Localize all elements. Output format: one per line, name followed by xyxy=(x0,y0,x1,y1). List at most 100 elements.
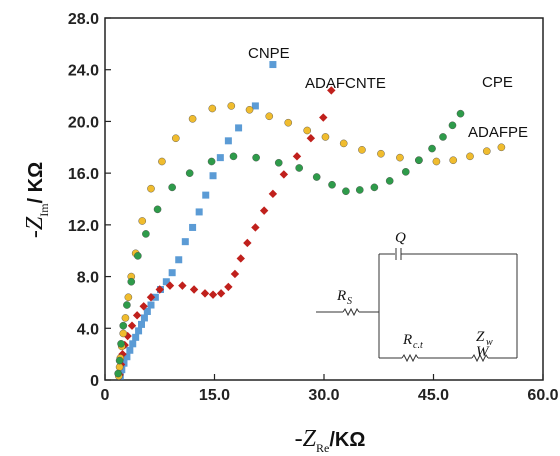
data-point-adafpe xyxy=(134,252,142,260)
data-point-adafpe xyxy=(127,277,136,286)
data-point-adafpe xyxy=(123,301,131,309)
data-point-adafcnte xyxy=(155,285,164,294)
circuit-label-zw: Z xyxy=(476,329,485,345)
data-point-cnpe xyxy=(251,102,259,110)
data-point-adafpe xyxy=(117,339,125,348)
data-point-cnpe xyxy=(129,340,137,348)
data-point-cpe xyxy=(188,115,197,123)
x-tick-label: 45.0 xyxy=(418,387,449,404)
data-point-adafcnte xyxy=(189,285,199,294)
rs-resistor xyxy=(342,307,360,317)
y-tick-label: 12.0 xyxy=(68,218,99,235)
data-point-cpe xyxy=(339,139,348,148)
data-point-adafpe xyxy=(229,152,238,161)
data-point-adafpe xyxy=(142,230,150,238)
data-point-adafpe xyxy=(114,369,122,378)
series-adafpe xyxy=(114,109,465,378)
data-point-cpe xyxy=(172,134,180,143)
data-point-cnpe xyxy=(120,359,128,367)
data-point-adafpe xyxy=(119,321,128,330)
y-axis-label-sub: Im xyxy=(37,203,51,217)
data-point-adafpe xyxy=(456,109,465,118)
data-point-adafpe xyxy=(328,180,336,189)
data-point-adafpe xyxy=(207,157,216,166)
data-point-adafcnte xyxy=(132,311,142,320)
data-point-cnpe xyxy=(189,223,197,231)
data-point-cpe xyxy=(124,293,133,302)
data-point-adafpe xyxy=(428,144,436,153)
data-point-cnpe xyxy=(140,314,148,322)
data-point-adafcnte xyxy=(200,289,210,298)
data-point-adafcnte xyxy=(319,113,328,122)
data-point-adafpe xyxy=(185,169,194,177)
data-point-cpe xyxy=(147,184,155,193)
data-point-cpe xyxy=(396,153,404,162)
circuit-label-w: W xyxy=(476,344,490,360)
data-point-cnpe xyxy=(202,191,210,199)
data-point-cpe xyxy=(138,217,147,225)
data-point-cpe xyxy=(227,102,236,110)
data-point-adafpe xyxy=(385,177,394,185)
x-tick-label: 60.0 xyxy=(527,387,558,404)
data-point-cpe xyxy=(482,147,491,155)
data-point-adafcnte xyxy=(224,282,233,292)
data-point-cpe xyxy=(303,126,312,135)
data-point-cnpe xyxy=(135,327,143,335)
data-point-adafpe xyxy=(342,187,350,196)
plot-frame xyxy=(104,17,544,381)
y-tick-label: 16.0 xyxy=(68,166,99,183)
data-point-cpe xyxy=(158,157,166,166)
x-tick-label: 15.0 xyxy=(199,387,230,404)
data-point-cnpe xyxy=(132,333,140,341)
data-point-cpe xyxy=(449,156,458,165)
y-tick-label: 28.0 xyxy=(68,11,99,28)
data-point-adafpe xyxy=(401,168,410,176)
data-point-adafpe xyxy=(448,121,457,130)
data-point-adafpe xyxy=(439,133,447,141)
circuit-label-q: Q xyxy=(395,230,406,246)
data-point-adafpe xyxy=(168,183,176,192)
data-point-cnpe xyxy=(123,353,131,361)
circuit-label-zw-sub: w xyxy=(486,337,493,348)
series-label-adafcnte: ADAFCNTE xyxy=(305,75,386,92)
x-tick-label: 30.0 xyxy=(308,387,339,404)
x-tick-labels: 0 15.0 30.0 45.0 60.0 xyxy=(101,387,559,404)
data-point-adafcnte xyxy=(236,254,245,263)
data-point-adafcnte xyxy=(230,269,240,279)
data-point-adafpe xyxy=(295,164,303,172)
x-axis-label-unit: /KΩ xyxy=(329,429,365,451)
data-point-cnpe xyxy=(216,154,224,162)
data-point-adafcnte xyxy=(243,238,252,248)
data-point-cnpe xyxy=(151,293,159,301)
data-point-cnpe xyxy=(147,301,155,309)
data-point-cpe xyxy=(284,118,293,127)
y-tick-labels: 0 4.0 8.0 12.0 16.0 20.0 24.0 28.0 xyxy=(68,11,99,390)
y-tick-label: 4.0 xyxy=(77,321,99,338)
data-points xyxy=(114,61,506,380)
data-point-cnpe xyxy=(195,208,203,216)
x-axis-label-z: -Z xyxy=(295,426,317,452)
rct-resistor xyxy=(401,353,419,363)
series-label-adafpe: ADAFPE xyxy=(468,124,528,141)
data-point-adafcnte xyxy=(178,281,187,290)
data-point-cnpe xyxy=(181,238,189,246)
data-point-cpe xyxy=(358,146,366,154)
series-label-cpe: CPE xyxy=(482,74,513,91)
data-point-adafcnte xyxy=(259,206,269,215)
data-point-cnpe xyxy=(235,124,243,132)
equivalent-circuit xyxy=(316,248,518,363)
y-axis-label: -ZIm/ KΩ xyxy=(22,162,51,238)
data-point-adafcnte xyxy=(139,302,148,311)
circuit-label-rct-sub: c.t xyxy=(413,340,423,351)
data-point-cnpe xyxy=(162,278,170,286)
data-point-cpe xyxy=(466,152,474,161)
y-tick-label: 8.0 xyxy=(77,270,99,287)
data-point-cpe xyxy=(432,157,441,166)
data-point-cpe xyxy=(321,133,330,141)
data-point-cpe xyxy=(497,143,506,152)
data-point-cpe xyxy=(119,329,128,338)
data-point-adafcnte xyxy=(165,281,175,290)
data-point-adafcnte xyxy=(208,290,218,299)
data-point-adafpe xyxy=(370,183,379,192)
